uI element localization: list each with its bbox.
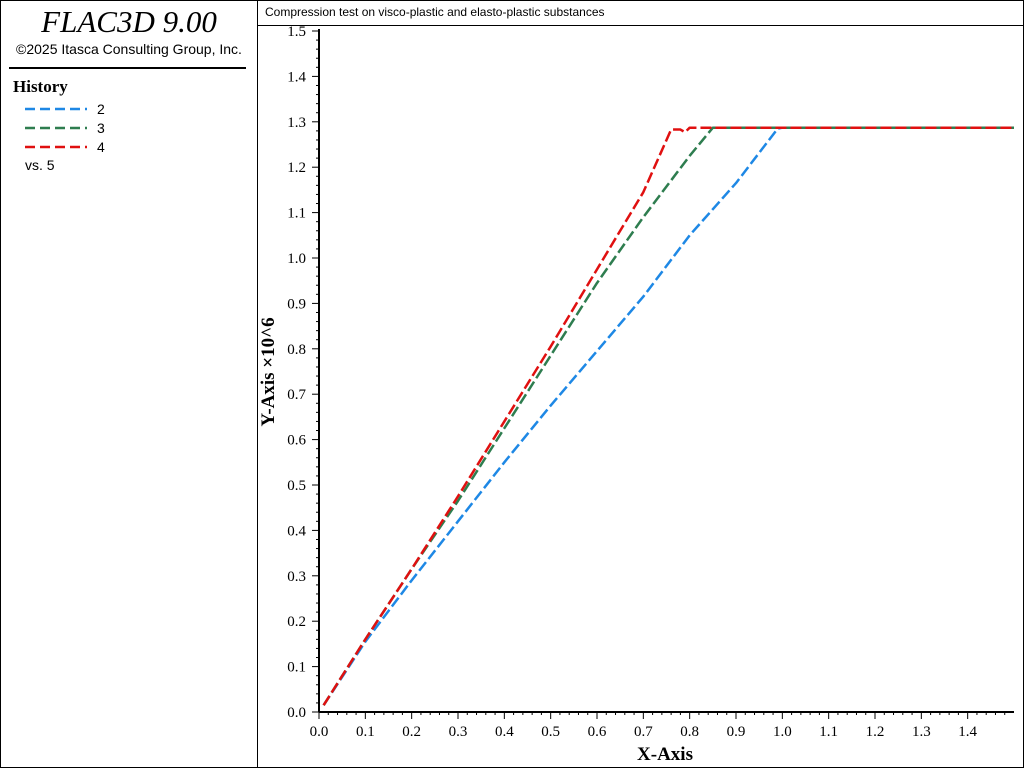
y-tick-label: 1.0 bbox=[287, 251, 306, 267]
chart-axes: 0.0 0.1 0.2 0.3 0.4 0.5 0.6 0.7 0.8 0.9 1.0 1.1 1.2 1… bbox=[287, 24, 1014, 740]
y-tick-label: 1.4 bbox=[287, 69, 306, 85]
legend-swatch-4 bbox=[25, 145, 87, 149]
chart-series bbox=[322, 126, 1014, 706]
y-tick-label: 0.1 bbox=[287, 660, 306, 676]
x-tick-label: 0.4 bbox=[495, 724, 514, 740]
x-tick-label: 0.1 bbox=[356, 724, 375, 740]
app-title: FLAC3D 9.00 bbox=[41, 4, 217, 39]
legend-panel: FLAC3D 9.00 ©2025 Itasca Consulting Grou… bbox=[1, 1, 258, 767]
y-tick-label: 0.4 bbox=[287, 523, 306, 539]
x-tick-label: 1.2 bbox=[866, 724, 885, 740]
y-tick-label: 0.2 bbox=[287, 614, 306, 630]
x-tick-label: 0.7 bbox=[634, 724, 653, 740]
chart-title: Compression test on visco-plastic and el… bbox=[265, 5, 605, 19]
x-tick-label: 1.4 bbox=[958, 724, 977, 740]
x-tick-label: 1.3 bbox=[912, 724, 931, 740]
copyright-text: ©2025 Itasca Consulting Group, Inc. bbox=[16, 41, 242, 57]
x-tick-label: 1.1 bbox=[819, 724, 838, 740]
y-tick-label: 0.8 bbox=[287, 342, 306, 358]
legend-title: History bbox=[13, 77, 68, 96]
legend-swatch-3 bbox=[25, 126, 87, 130]
x-tick-label: 0.2 bbox=[402, 724, 421, 740]
y-tick-label: 0.5 bbox=[287, 478, 306, 494]
y-tick-label: 0.7 bbox=[287, 387, 306, 403]
x-tick-label: 0.5 bbox=[541, 724, 560, 740]
divider bbox=[9, 67, 246, 69]
y-tick-label: 1.1 bbox=[287, 206, 306, 222]
y-tick-label: 0.3 bbox=[287, 569, 306, 585]
legend-label-2: 2 bbox=[97, 101, 105, 117]
y-tick-label: 0.6 bbox=[287, 433, 306, 449]
legend-label-4: 4 bbox=[97, 139, 105, 155]
x-tick-label: 0.0 bbox=[310, 724, 329, 740]
legend-label-3: 3 bbox=[97, 120, 105, 136]
x-tick-label: 0.8 bbox=[680, 724, 699, 740]
x-tick-label: 0.3 bbox=[449, 724, 468, 740]
y-tick-label: 1.3 bbox=[287, 115, 306, 131]
x-tick-label: 0.9 bbox=[727, 724, 746, 740]
series-line-4 bbox=[322, 126, 1014, 706]
y-tick-label: 0.9 bbox=[287, 296, 306, 312]
y-tick-label: 0.0 bbox=[287, 705, 306, 721]
legend-vs-label: vs. 5 bbox=[25, 157, 55, 173]
series-line-2 bbox=[322, 126, 1014, 706]
chart-header: Compression test on visco-plastic and el… bbox=[258, 1, 1023, 26]
x-axis-label: X-Axis bbox=[637, 744, 693, 765]
x-tick-label: 1.0 bbox=[773, 724, 792, 740]
y-tick-label: 1.2 bbox=[287, 160, 306, 176]
x-tick-label: 0.6 bbox=[588, 724, 607, 740]
legend-swatch-2 bbox=[25, 107, 87, 111]
y-axis-label: Y-Axis ×10^6 bbox=[258, 317, 279, 426]
series-line-3 bbox=[322, 126, 1014, 706]
y-tick-label: 1.5 bbox=[287, 24, 306, 40]
